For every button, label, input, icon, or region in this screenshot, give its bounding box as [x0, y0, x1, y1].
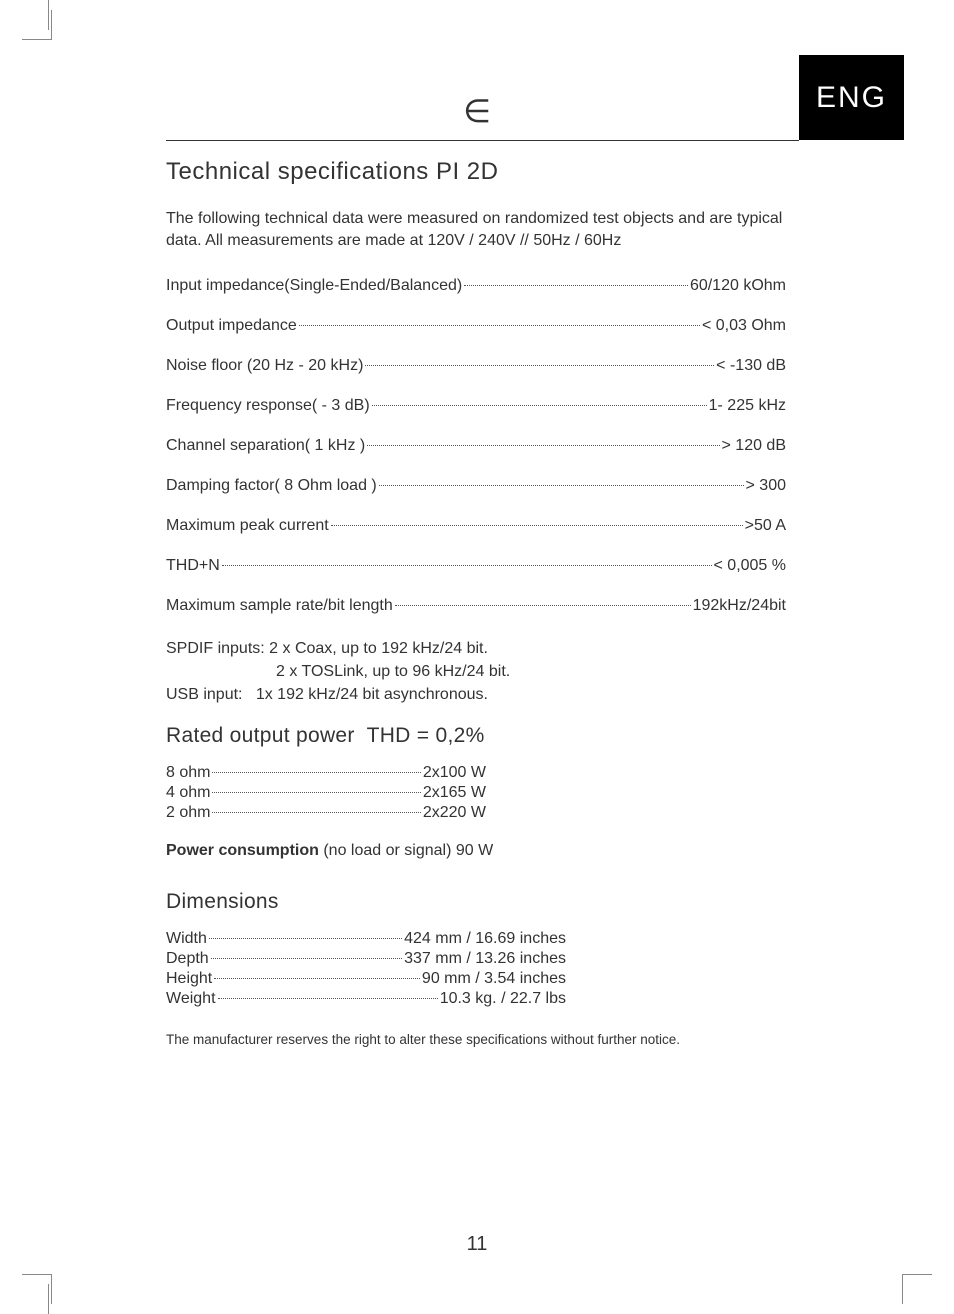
page-title: Technical specifications PI 2D: [166, 158, 786, 186]
spec-row: Maximum sample rate/bit length 192kHz/24b…: [166, 597, 786, 615]
spec-value: 60/120 kOhm: [690, 277, 786, 295]
crop-mark: [22, 10, 52, 40]
spec-value: < 0,03 Ohm: [702, 317, 786, 335]
dimension-value: 10.3 kg. / 22.7 lbs: [440, 990, 566, 1008]
dimension-rows: Width 424 mm / 16.69 inches Depth 337 mm …: [166, 930, 786, 1008]
footnote: The manufacturer reserves the right to a…: [166, 1032, 786, 1047]
spec-label: Maximum peak current: [166, 517, 329, 535]
dimension-label: Width: [166, 930, 207, 948]
spec-label: Output impedance: [166, 317, 297, 335]
spec-value: >50 A: [745, 517, 786, 535]
spec-label: THD+N: [166, 557, 220, 575]
spec-row: Height 90 mm / 3.54 inches: [166, 970, 566, 988]
spec-row: Output impedance < 0,03 Ohm: [166, 317, 786, 335]
dimensions-heading: Dimensions: [166, 890, 786, 914]
spec-row: Damping factor( 8 Ohm load ) > 300: [166, 477, 786, 495]
rated-power-heading: Rated output power THD = 0,2%: [166, 724, 786, 748]
power-value: 2x165 W: [423, 784, 486, 802]
header-divider: [166, 140, 799, 141]
intro-paragraph: The following technical data were measur…: [166, 208, 786, 253]
leader-dots: [367, 445, 719, 446]
spec-row: Channel separation( 1 kHz ) > 120 dB: [166, 437, 786, 455]
leader-dots: [222, 565, 712, 566]
spec-row: 4 ohm 2x165 W: [166, 784, 486, 802]
crop-mark: [902, 1274, 932, 1304]
spdif-inputs-line-1: SPDIF inputs: 2 x Coax, up to 192 kHz/24…: [166, 637, 786, 660]
leader-dots: [331, 525, 743, 526]
leader-dots: [372, 405, 707, 406]
power-value: 2x220 W: [423, 804, 486, 822]
spec-row: Width 424 mm / 16.69 inches: [166, 930, 566, 948]
dimension-value: 90 mm / 3.54 inches: [422, 970, 566, 988]
spec-value: 1- 225 kHz: [709, 397, 786, 415]
page-content: Technical specifications PI 2D The follo…: [166, 158, 786, 1047]
leader-dots: [214, 978, 420, 979]
spec-row: Depth 337 mm / 13.26 inches: [166, 950, 566, 968]
spec-row: Input impedance(Single-Ended/Balanced) 60…: [166, 277, 786, 295]
leader-dots: [218, 998, 438, 999]
power-label: 4 ohm: [166, 784, 210, 802]
leader-dots: [212, 792, 420, 793]
spec-row: THD+N < 0,005 %: [166, 557, 786, 575]
power-label: 2 ohm: [166, 804, 210, 822]
spec-value: < -130 dB: [716, 357, 786, 375]
rated-power-heading-label: Rated output power: [166, 724, 355, 747]
power-consumption-value: (no load or signal) 90 W: [319, 842, 493, 859]
spec-row: 2 ohm 2x220 W: [166, 804, 486, 822]
spec-label: Damping factor( 8 Ohm load ): [166, 477, 377, 495]
spec-label: Frequency response( - 3 dB): [166, 397, 370, 415]
leader-dots: [211, 958, 402, 959]
language-badge: ENG: [799, 55, 904, 140]
page-number: 11: [467, 1233, 488, 1256]
spec-row: Weight 10.3 kg. / 22.7 lbs: [166, 990, 566, 1008]
spec-label: Noise floor (20 Hz - 20 kHz): [166, 357, 363, 375]
spec-row: Maximum peak current >50 A: [166, 517, 786, 535]
spec-value: > 300: [746, 477, 786, 495]
dimension-label: Weight: [166, 990, 216, 1008]
spec-row: Frequency response( - 3 dB) 1- 225 kHz: [166, 397, 786, 415]
power-label: 8 ohm: [166, 764, 210, 782]
power-consumption-line: Power consumption (no load or signal) 90…: [166, 842, 786, 860]
leader-dots: [212, 772, 420, 773]
leader-dots: [379, 485, 744, 486]
spec-row: Noise floor (20 Hz - 20 kHz) < -130 dB: [166, 357, 786, 375]
spec-value: < 0,005 %: [714, 557, 787, 575]
dimension-label: Height: [166, 970, 212, 988]
brand-logo-icon: ∈: [463, 92, 491, 130]
spec-label: Input impedance(Single-Ended/Balanced): [166, 277, 462, 295]
spec-label: Channel separation( 1 kHz ): [166, 437, 365, 455]
leader-dots: [212, 812, 420, 813]
leader-dots: [395, 605, 691, 606]
spec-value: 192kHz/24bit: [693, 597, 786, 615]
leader-dots: [464, 285, 688, 286]
spdif-inputs-line-2: 2 x TOSLink, up to 96 kHz/24 bit.: [166, 660, 786, 683]
digital-inputs-block: SPDIF inputs: 2 x Coax, up to 192 kHz/24…: [166, 637, 786, 707]
power-consumption-label: Power consumption: [166, 842, 319, 859]
dimension-value: 424 mm / 16.69 inches: [404, 930, 566, 948]
specs-list: Input impedance(Single-Ended/Balanced) 60…: [166, 277, 786, 615]
leader-dots: [209, 938, 402, 939]
spec-row: 8 ohm 2x100 W: [166, 764, 486, 782]
power-rows: 8 ohm 2x100 W 4 ohm 2x165 W 2 ohm 2x220 W: [166, 764, 786, 822]
usb-input-line: USB input: 1x 192 kHz/24 bit asynchronou…: [166, 683, 786, 706]
spec-value: > 120 dB: [722, 437, 787, 455]
power-value: 2x100 W: [423, 764, 486, 782]
leader-dots: [299, 325, 700, 326]
spec-label: Maximum sample rate/bit length: [166, 597, 393, 615]
leader-dots: [365, 365, 714, 366]
dimension-value: 337 mm / 13.26 inches: [404, 950, 566, 968]
crop-mark: [48, 1284, 49, 1314]
rated-power-heading-suffix: THD = 0,2%: [355, 724, 485, 747]
dimension-label: Depth: [166, 950, 209, 968]
